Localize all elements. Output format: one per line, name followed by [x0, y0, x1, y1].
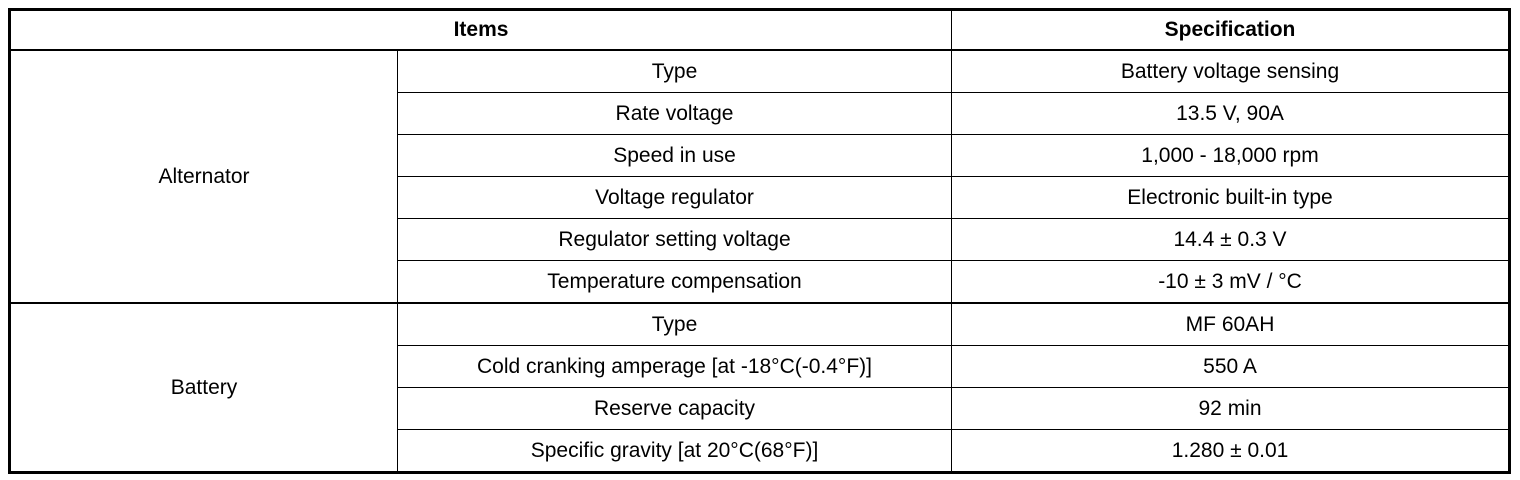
item-cell: Cold cranking amperage [at -18°C(-0.4°F)… [396, 345, 953, 388]
spec-cell: MF 60AH [951, 302, 1511, 346]
table-row: Battery Type MF 60AH [9, 302, 1511, 473]
item-cell: Rate voltage [396, 92, 953, 135]
spec-cell: Battery voltage sensing [951, 49, 1511, 93]
table-row: Regulator setting voltage 14.4 ± 0.3 V [10, 218, 1511, 261]
table-row: Reserve capacity 92 min [10, 387, 1511, 430]
table-row: Cold cranking amperage [at -18°C(-0.4°F)… [10, 345, 1511, 388]
item-cell: Reserve capacity [396, 387, 953, 430]
table-body: Alternator Type Battery voltage sensing Rat… [9, 49, 1511, 473]
item-cell: Temperature compensation [396, 260, 953, 304]
header-row: Items Specification [8, 9, 1511, 51]
header-cell: Items [8, 9, 953, 51]
spec-cell: 13.5 V, 90A [951, 92, 1511, 135]
table-row: Alternator Type Battery voltage sensing [9, 49, 1511, 304]
table-row: Speed in use 1,000 - 18,000 rpm [10, 134, 1511, 177]
group-cell: Battery [9, 302, 398, 473]
item-cell: Regulator setting voltage [396, 218, 953, 261]
item-cell: Voltage regulator [396, 176, 953, 219]
table-row: Voltage regulator Electronic built-in typ… [10, 176, 1511, 219]
spec-cell: 550 A [951, 345, 1511, 388]
spec-cell: 14.4 ± 0.3 V [951, 218, 1511, 261]
item-cell: Speed in use [396, 134, 953, 177]
table-row: Rate voltage 13.5 V, 90A [10, 92, 1511, 135]
item-cell: Specific gravity [at 20°C(68°F)] [396, 429, 953, 473]
header-cell: Specification [951, 9, 1511, 51]
item-cell: Type [396, 49, 953, 93]
spec-cell: 1.280 ± 0.01 [951, 429, 1511, 473]
spec-cell: -10 ± 3 mV / °C [951, 260, 1511, 304]
table-row: Temperature compensation -10 ± 3 mV / °C [10, 260, 1511, 304]
spec-table: Items Specification Alternator Type Batter… [8, 8, 1512, 474]
spec-cell: 1,000 - 18,000 rpm [951, 134, 1511, 177]
spec-cell: Electronic built-in type [951, 176, 1511, 219]
spec-cell: 92 min [951, 387, 1511, 430]
item-cell: Type [396, 302, 953, 346]
table-row: Specific gravity [at 20°C(68°F)] 1.280 ± … [10, 429, 1511, 473]
group-cell: Alternator [9, 49, 398, 304]
